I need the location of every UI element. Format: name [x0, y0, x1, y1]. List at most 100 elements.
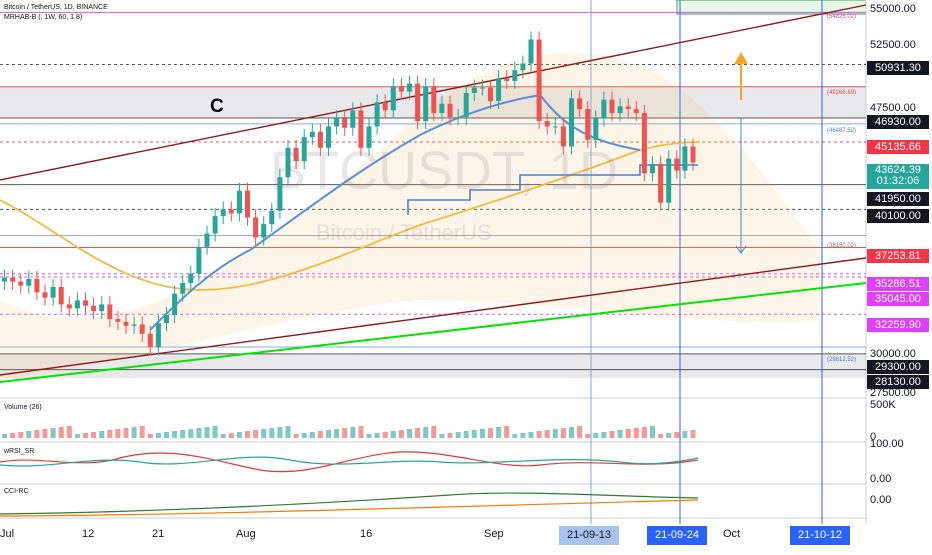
fast-band-line	[149, 93, 641, 331]
volume-bar	[253, 430, 259, 438]
rsi-tick-0: 0.00	[870, 473, 892, 485]
volume-bar	[212, 426, 218, 438]
volume-bar	[147, 434, 153, 438]
volume-bar	[471, 430, 477, 438]
candle-body	[34, 278, 40, 293]
candle-body	[528, 39, 534, 64]
cci-pane-label[interactable]: CCI-RC	[4, 488, 29, 495]
candle-body	[147, 333, 153, 348]
candle-body	[674, 158, 680, 171]
candle-body	[504, 78, 510, 81]
price-tick-47500: 47500.00	[870, 102, 916, 114]
candle-body	[658, 163, 664, 203]
volume-bar	[382, 432, 388, 438]
volume-bar	[658, 434, 664, 438]
volume-bar	[609, 431, 615, 438]
candle-body	[115, 319, 121, 322]
price-tag-41950: 41950.00	[867, 192, 929, 206]
volume-bar	[625, 429, 631, 438]
volume-bar	[601, 432, 607, 438]
candle-body	[83, 300, 88, 306]
candle-body	[277, 177, 283, 211]
volume-bar	[326, 430, 331, 438]
volume-bar	[390, 431, 396, 438]
volume-bar	[228, 433, 234, 438]
candle-body	[512, 70, 518, 81]
last-price-tag: 43624.39 01:32:06	[867, 164, 929, 189]
candle-body	[334, 118, 340, 127]
candle-body	[552, 126, 558, 128]
volume-bar	[407, 429, 412, 438]
candle-body	[50, 287, 56, 298]
volume-pane-label[interactable]: Volume (26)	[4, 404, 42, 411]
volume-bar	[277, 427, 283, 438]
candle-body	[309, 131, 315, 138]
indicator-legend[interactable]: MRHAB-B (, 1W, 60, 1.8)	[4, 14, 83, 21]
candle-body	[617, 106, 623, 114]
candle-body	[2, 277, 7, 282]
time-label-12: 12	[82, 528, 95, 540]
cci-signal-line	[0, 499, 699, 517]
watermark-name: Bitcoin / TetherUS	[316, 220, 492, 245]
candle-body	[317, 131, 323, 148]
volume-bar	[334, 429, 340, 438]
candle-body	[488, 87, 493, 101]
level-note-49266: (49266.69)	[827, 90, 857, 96]
price-tick-27500: 27500.00	[870, 387, 916, 399]
volume-bar	[650, 426, 655, 438]
candle-body	[439, 103, 445, 114]
candle-body	[188, 273, 194, 283]
candle-body	[10, 277, 16, 282]
candle-body	[228, 209, 234, 214]
price-tick-30000: 30000.00	[870, 348, 916, 360]
symbol-title[interactable]: Bitcoin / TetherUS, 1D, BINANCE	[4, 4, 108, 11]
candle-body	[650, 163, 655, 174]
volume-bar	[358, 426, 364, 438]
candle-body	[196, 246, 202, 274]
volume-bar	[447, 433, 453, 438]
volume-bar	[26, 431, 32, 438]
volume-bar	[496, 427, 502, 438]
volume-bar	[479, 429, 485, 438]
candle-body	[407, 83, 412, 92]
volume-bar	[285, 426, 291, 438]
volume-bar	[131, 427, 137, 438]
volume-bar	[115, 429, 121, 438]
candle-body	[390, 86, 396, 111]
volume-bar	[488, 428, 493, 438]
rsi-pane-label[interactable]: wRSI_SR	[4, 448, 35, 455]
price-tag-45135: 45135.66	[867, 140, 929, 154]
candle-body	[366, 126, 372, 148]
volume-bar	[269, 428, 275, 438]
volume-bar	[423, 427, 429, 438]
price-tick-52500: 52500.00	[870, 39, 916, 51]
candle-body	[131, 324, 137, 326]
volume-bar	[261, 429, 267, 438]
volume-bar	[585, 434, 591, 438]
volume-bar	[66, 426, 72, 438]
volume-bar	[415, 428, 421, 438]
price-tag-32259: 32259.90	[867, 318, 929, 332]
volume-bar	[552, 429, 558, 438]
candle-body	[374, 102, 380, 127]
time-label-16: 16	[360, 528, 373, 540]
volume-bar	[42, 429, 48, 438]
cci-tick-0: 0.00	[870, 494, 892, 506]
candle-body	[358, 110, 364, 148]
candle-countdown: 01:32:06	[876, 175, 920, 187]
candle-body	[350, 110, 356, 128]
volume-bar	[188, 429, 194, 438]
last-price-value: 43624.39	[875, 164, 921, 176]
candle-body	[269, 210, 275, 225]
volume-bar	[220, 434, 226, 438]
candle-body	[633, 109, 639, 114]
volume-bar	[463, 431, 469, 438]
time-label-sep: Sep	[484, 528, 504, 540]
candle-body	[18, 281, 24, 286]
volume-bar	[309, 432, 315, 438]
volume-bar	[593, 433, 599, 438]
volume-bar	[91, 432, 97, 438]
up-target-arrowhead	[734, 52, 748, 64]
